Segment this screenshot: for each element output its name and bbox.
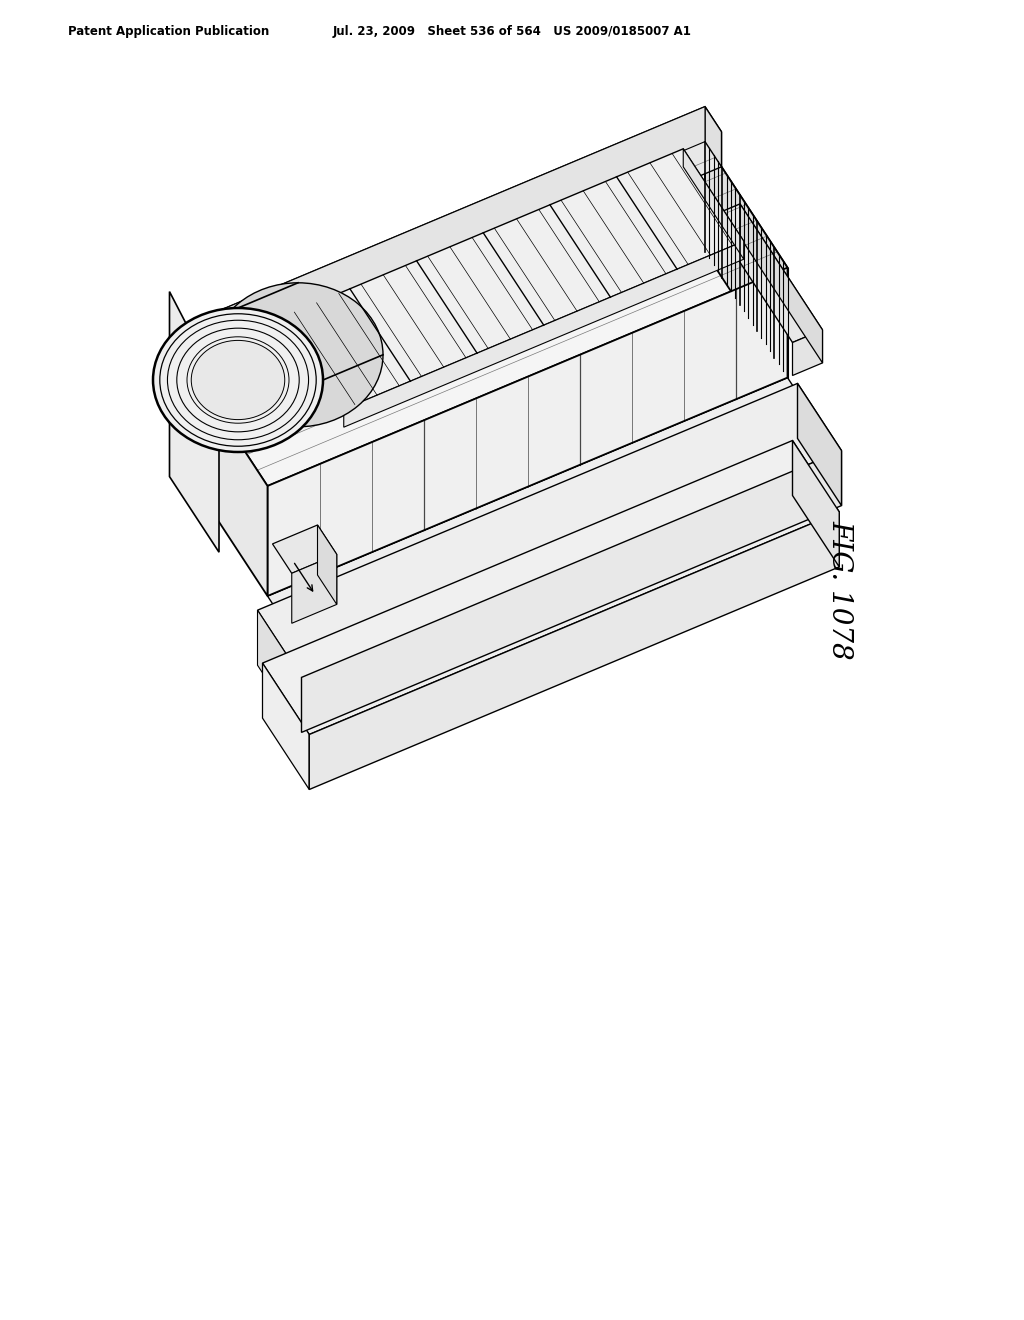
Polygon shape xyxy=(705,141,787,378)
Polygon shape xyxy=(344,242,743,428)
Polygon shape xyxy=(740,203,822,363)
Polygon shape xyxy=(185,107,705,360)
Polygon shape xyxy=(292,554,337,623)
Polygon shape xyxy=(257,383,842,677)
Polygon shape xyxy=(705,107,722,166)
Ellipse shape xyxy=(191,341,285,420)
Polygon shape xyxy=(284,149,743,409)
Polygon shape xyxy=(262,441,840,734)
Polygon shape xyxy=(262,663,309,789)
Polygon shape xyxy=(317,525,337,605)
Polygon shape xyxy=(257,610,301,733)
Text: FIG. 1078: FIG. 1078 xyxy=(826,520,853,660)
Polygon shape xyxy=(202,132,722,385)
Ellipse shape xyxy=(213,282,383,426)
Polygon shape xyxy=(185,360,267,597)
Polygon shape xyxy=(272,525,337,573)
Ellipse shape xyxy=(153,308,323,451)
Polygon shape xyxy=(798,383,842,506)
Polygon shape xyxy=(267,268,787,597)
Polygon shape xyxy=(185,141,787,486)
Polygon shape xyxy=(267,378,787,597)
Polygon shape xyxy=(185,141,705,470)
Text: Jul. 23, 2009   Sheet 536 of 564   US 2009/0185007 A1: Jul. 23, 2009 Sheet 536 of 564 US 2009/0… xyxy=(333,25,691,38)
Polygon shape xyxy=(301,450,842,733)
Polygon shape xyxy=(710,203,822,342)
Polygon shape xyxy=(683,149,743,259)
Polygon shape xyxy=(170,292,219,552)
Polygon shape xyxy=(793,330,822,375)
Polygon shape xyxy=(309,512,840,789)
Text: Patent Application Publication: Patent Application Publication xyxy=(68,25,269,38)
Polygon shape xyxy=(185,107,722,350)
Polygon shape xyxy=(267,378,818,643)
Polygon shape xyxy=(793,441,840,566)
